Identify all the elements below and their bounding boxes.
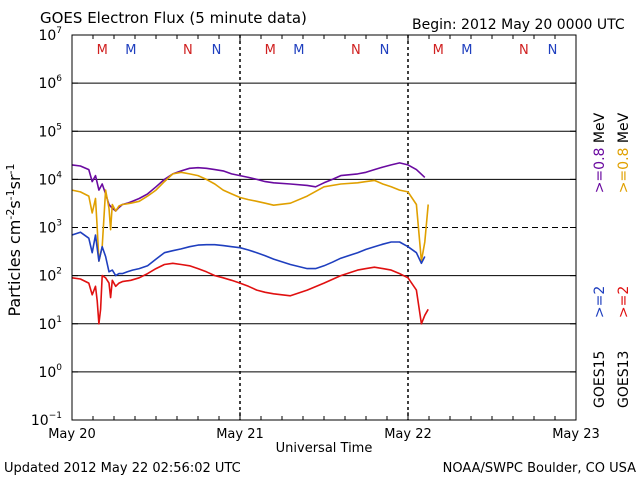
legend-text: GOES13 >=2 >=0.8 MeV [616,112,632,408]
y-tick-exponent: 1 [56,315,62,325]
y-tick-exponent: 4 [56,170,62,180]
y-axis-label-exp1: -2 [4,209,17,220]
x-tick-label: May 22 [384,427,432,442]
x-minor-ticks [92,35,556,420]
mn-marker: M [265,43,276,58]
y-tick-base: 10 [38,76,56,92]
y-tick-base: 10 [38,269,56,285]
y-axis-label-base: Particles cm [5,220,24,317]
y-tick-exponent: 2 [56,267,62,277]
y-axis-label-exp2: -1 [4,189,17,200]
day-divider-lines [239,35,409,420]
legend-entry: GOES13 >=2 >=0.8 MeV [616,112,632,408]
mn-marker: N [519,43,529,58]
y-tick-label: 103 [38,219,62,237]
credit-label: NOAA/SWPC Boulder, CO USA [442,461,636,476]
y-tick-exponent: 7 [56,26,62,36]
mn-marker: N [548,43,558,58]
x-tick-labels: May 20 May 21 May 22 May 23 [48,427,600,442]
chart-title: GOES Electron Flux (5 minute data) [40,9,307,27]
y-axis-label-mid2: sr [5,174,24,189]
x-tick-label: May 21 [216,427,264,442]
y-tick-label: 104 [38,170,62,188]
begin-label: Begin: 2012 May 20 0000 UTC [412,17,625,33]
y-tick-exponent: 3 [56,219,62,229]
y-tick-label: 105 [38,122,62,140]
y-tick-base: 10 [38,172,56,188]
legend-satellite: GOES13 [616,351,632,408]
y-tick-base: 10 [38,221,56,237]
y-tick-base: 10 [38,365,56,381]
mn-marker: M [97,43,108,58]
y-axis-label-mid1: s [5,200,24,208]
series-line [71,231,426,277]
mn-marker: N [351,43,361,58]
legend-energy-high: >=2 [592,286,608,323]
legend-unit: MeV [616,112,632,147]
legend-unit: MeV [592,112,608,147]
y-tick-exponent: 0 [56,363,62,373]
mn-marker: M [433,43,444,58]
legend-energy-low: >=0.8 [592,148,608,198]
mn-marker: M [293,43,304,58]
y-axis-label: Particles cm-2s-1sr-1 [4,163,24,316]
legend-text: GOES15 >=2 >=0.8 MeV [592,112,608,408]
y-tick-label: 106 [38,74,62,92]
series-line [71,262,429,325]
x-tick-label: May 23 [552,427,600,442]
mn-marker: N [380,43,390,58]
y-tick-label: 107 [38,26,62,44]
mn-marker: N [183,43,193,58]
legend-energy-low: >=0.8 [616,148,632,198]
y-tick-base: 10 [38,28,56,44]
y-tick-base: 10 [38,124,56,140]
y-tick-base: 10 [31,413,49,429]
x-tick-label: May 20 [48,427,96,442]
y-tick-base: 10 [38,317,56,333]
y-tick-exponent: 6 [56,74,62,84]
mn-marker: N [212,43,222,58]
legend-entry: GOES15 >=2 >=0.8 MeV [592,112,608,408]
y-axis-label-exp3: -1 [4,163,17,174]
series-layer [71,162,429,325]
y-tick-label: 10−1 [31,411,62,429]
y-tick-exponent: 5 [56,122,62,132]
mn-marker: M [125,43,136,58]
y-tick-exponent: −1 [49,411,62,421]
y-tick-label: 102 [38,267,62,285]
horizontal-grid-lines [72,82,576,373]
legend-satellite: GOES15 [592,351,608,408]
mn-marker: M [461,43,472,58]
updated-label: Updated 2012 May 22 02:56:02 UTC [4,461,241,476]
series-line [71,171,429,262]
x-axis-label: Universal Time [276,441,373,456]
legend-energy-high: >=2 [616,286,632,323]
y-tick-label: 100 [38,363,62,381]
y-tick-label: 101 [38,315,62,333]
